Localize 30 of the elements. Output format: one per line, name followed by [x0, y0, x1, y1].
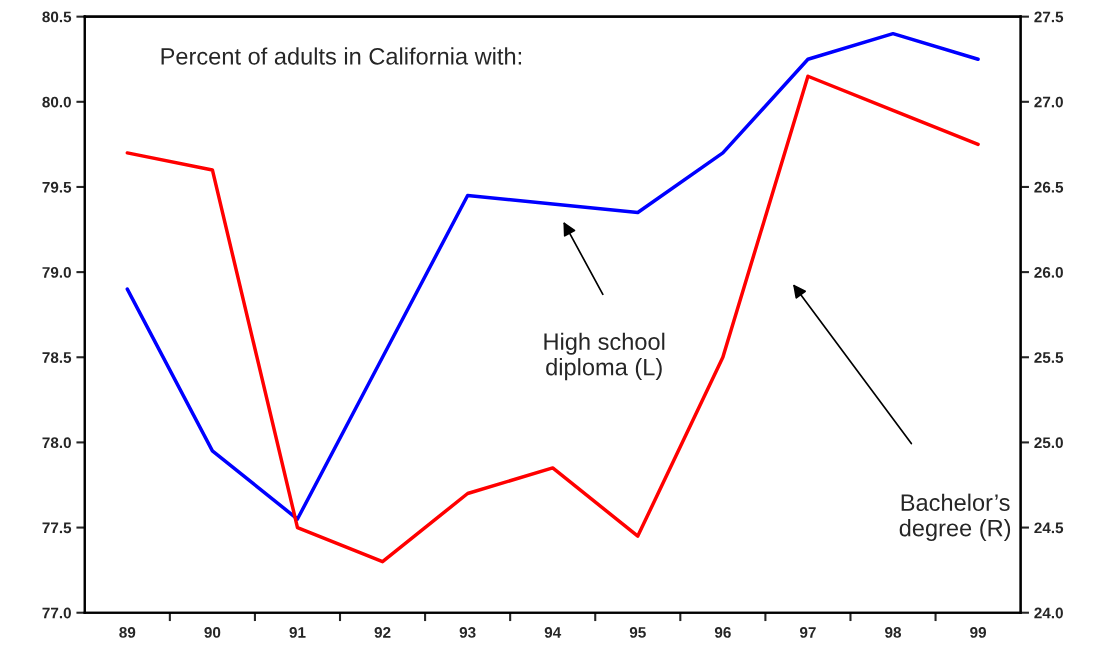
x-tick-label: 92 — [374, 627, 391, 638]
y2-tick-label: 25.0 — [1034, 437, 1063, 449]
x-tick-label: 99 — [970, 627, 987, 638]
y-tick-label: 77.0 — [42, 607, 71, 619]
text: Percent of adults in California with: — [161, 47, 522, 65]
y-tick-label: 77.5 — [42, 522, 72, 534]
y-tick-label: 78.0 — [42, 437, 71, 449]
y-tick-label: 79.0 — [42, 266, 71, 278]
x-tick-label: 94 — [544, 627, 562, 638]
annotation: Bachelor’s degree (R) — [899, 493, 1011, 542]
y-tick-label: 80.5 — [42, 11, 72, 23]
y2-tick-label: 26.5 — [1034, 181, 1064, 193]
y2-tick-label: 25.5 — [1034, 352, 1064, 363]
x-tick-label: 97 — [799, 627, 816, 638]
x-tick-label: 89 — [119, 627, 136, 638]
annotation: High school diploma (L) — [544, 332, 665, 381]
y2-tick-label: 24.5 — [1034, 522, 1064, 534]
y2-tick-label: 26.0 — [1034, 266, 1063, 278]
y2-tick-label: 27.5 — [1034, 11, 1064, 23]
y-tick-label: 80.0 — [42, 96, 71, 108]
x-tick-label: 95 — [629, 627, 646, 638]
x-tick-label: 98 — [885, 627, 902, 638]
y2-tick-label: 27.0 — [1034, 96, 1063, 108]
y2-tick-label: 24.0 — [1034, 607, 1063, 619]
x-tick-label: 93 — [459, 627, 476, 638]
y-tick-label: 78.5 — [42, 352, 72, 363]
y-tick-label: 79.5 — [42, 181, 72, 193]
x-tick-label: 91 — [289, 627, 306, 638]
x-tick-label: 90 — [204, 627, 221, 638]
x-tick-label: 96 — [714, 627, 731, 638]
